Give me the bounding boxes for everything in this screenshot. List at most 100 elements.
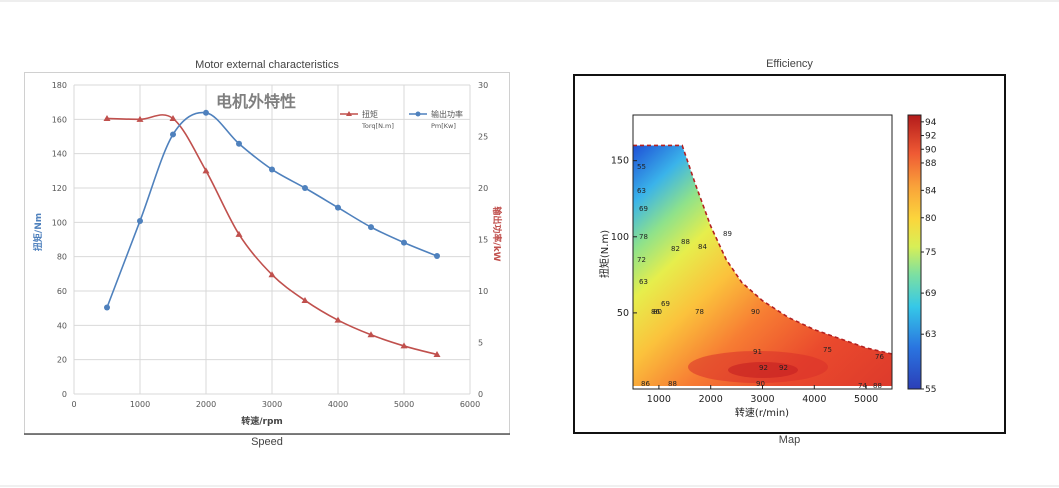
colorbar-tick-label: 94 xyxy=(925,118,937,128)
legend-marker xyxy=(415,111,421,117)
contour-label: 78 xyxy=(639,233,648,241)
data-point xyxy=(433,351,441,358)
data-point xyxy=(368,224,374,231)
peak-efficiency-zone xyxy=(728,362,798,378)
x-tick-label: 1000 xyxy=(130,400,150,409)
contour-label: 63 xyxy=(639,278,648,286)
data-point xyxy=(434,252,440,259)
map-x-tick-label: 5000 xyxy=(854,394,878,405)
efficiency-field xyxy=(633,144,892,386)
contour-label: 75 xyxy=(823,346,832,354)
y-left-tick-label: 120 xyxy=(52,184,67,193)
bottom-divider xyxy=(0,485,1059,487)
map-y-tick-label: 50 xyxy=(617,308,629,319)
map-x-tick-label: 1000 xyxy=(647,394,671,405)
contour-label: 72 xyxy=(637,256,646,264)
map-y-tick-label: 100 xyxy=(611,232,629,243)
y-right-tick-label: 5 xyxy=(478,339,483,348)
y-right-tick-label: 0 xyxy=(478,390,483,399)
colorbar-tick-label: 75 xyxy=(925,248,936,258)
y-right-tick-label: 20 xyxy=(478,184,488,193)
efficiency-region xyxy=(633,145,892,386)
x-tick-label: 2000 xyxy=(196,400,216,409)
x-tick-label: 4000 xyxy=(328,400,348,409)
x-axis-label: 转速/rpm xyxy=(241,415,283,427)
data-point xyxy=(334,316,342,323)
y-left-axis-label: 扭矩/Nm xyxy=(32,213,44,251)
colorbar-tick-label: 88 xyxy=(925,159,937,169)
motor-chart-caption: Motor external characteristics xyxy=(195,59,339,71)
contour-label: 88 xyxy=(668,380,677,388)
data-point xyxy=(203,109,209,116)
colorbar-tick-label: 90 xyxy=(925,145,937,155)
contour-label: 88 xyxy=(681,238,690,246)
legend-name: 扭矩 xyxy=(362,109,378,119)
colorbar-tick-label: 55 xyxy=(925,385,936,395)
y-right-tick-label: 30 xyxy=(478,81,488,90)
data-point xyxy=(169,114,177,121)
contour-labels: 55 63 69 72 78 80 82 84 86 88 89 90 91 92 92 78 69 63 88 90… xyxy=(637,163,884,390)
contour-label: 92 xyxy=(779,364,788,372)
colorbar-tick-label: 92 xyxy=(925,132,936,142)
contour-label: 80 xyxy=(653,308,662,316)
efficiency-chart-caption: Efficiency xyxy=(766,58,813,70)
contour-label: 84 xyxy=(698,243,707,251)
contour-label: 90 xyxy=(751,308,760,316)
data-point xyxy=(400,342,408,349)
data-point xyxy=(136,115,144,122)
contour-label: 74 xyxy=(858,382,867,390)
data-point xyxy=(268,271,276,278)
map-y-axis-label: 扭矩(N.m) xyxy=(598,230,611,278)
data-point xyxy=(335,204,341,211)
map-x-tick-label: 4000 xyxy=(802,394,826,405)
colorbar-ticks: 55 63 69 75 80 84 88 90 92 94 xyxy=(921,118,937,395)
y-right-tick-label: 10 xyxy=(478,287,488,296)
colorbar-tick-label: 63 xyxy=(925,330,936,340)
y-left-tick-label: 20 xyxy=(57,356,67,365)
map-caption: Map xyxy=(778,434,801,446)
map-y-tick-label: 150 xyxy=(611,156,629,167)
legend-name: 输出功率 xyxy=(431,109,463,119)
x-tick-label: 0 xyxy=(71,400,76,409)
data-point xyxy=(302,185,308,191)
contour-label: 82 xyxy=(671,245,680,253)
map-x-tick-label: 3000 xyxy=(750,394,774,405)
y-left-tick-label: 180 xyxy=(52,81,67,90)
series-group xyxy=(103,109,441,358)
x-tick-label: 3000 xyxy=(262,400,282,409)
motor-characteristics-chart: 0 1000 2000 3000 4000 5000 6000020406080100120… xyxy=(24,72,510,435)
torque-boundary-curve xyxy=(633,144,892,355)
y-left-tick-label: 80 xyxy=(57,253,67,262)
contour-label: 55 xyxy=(637,163,646,171)
inner-chart-title: 电机外特性 xyxy=(216,92,296,111)
contour-label: 90 xyxy=(756,380,765,388)
contour-label: 78 xyxy=(695,308,704,316)
y-left-tick-label: 140 xyxy=(52,150,67,159)
y-left-tick-label: 0 xyxy=(62,390,67,399)
colorbar-tick-label: 84 xyxy=(925,186,937,196)
y-left-tick-label: 100 xyxy=(52,218,67,227)
map-x-axis-label: 转速(r/min) xyxy=(735,406,789,419)
y-right-axis-label: 输出功率/kW xyxy=(491,206,503,261)
x-tick-label: 5000 xyxy=(394,400,414,409)
map-axis-ticks: 1000 2000 3000 4000 5000 50 100 150 xyxy=(611,156,878,405)
data-point xyxy=(104,304,110,311)
series-line xyxy=(106,111,438,308)
contour-label: 63 xyxy=(637,187,646,195)
legend-marker xyxy=(346,111,352,116)
contour-label: 86 xyxy=(651,308,660,316)
map-x-tick-label: 2000 xyxy=(699,394,723,405)
top-divider xyxy=(0,0,1059,2)
data-point xyxy=(367,331,375,338)
data-point xyxy=(401,239,407,246)
data-point xyxy=(236,140,242,147)
legend-unit: Pm[Kw] xyxy=(431,122,456,130)
legend: 扭矩 Torq[N.m] 输出功率 Pm[Kw] xyxy=(340,109,463,130)
speed-caption: Speed xyxy=(251,436,283,448)
contour-label: 76 xyxy=(875,353,884,361)
y-left-tick-label: 160 xyxy=(52,115,67,124)
contour-label: 88 xyxy=(873,382,882,390)
data-point xyxy=(137,217,143,224)
contour-label: 69 xyxy=(639,205,648,213)
data-point xyxy=(170,131,176,138)
